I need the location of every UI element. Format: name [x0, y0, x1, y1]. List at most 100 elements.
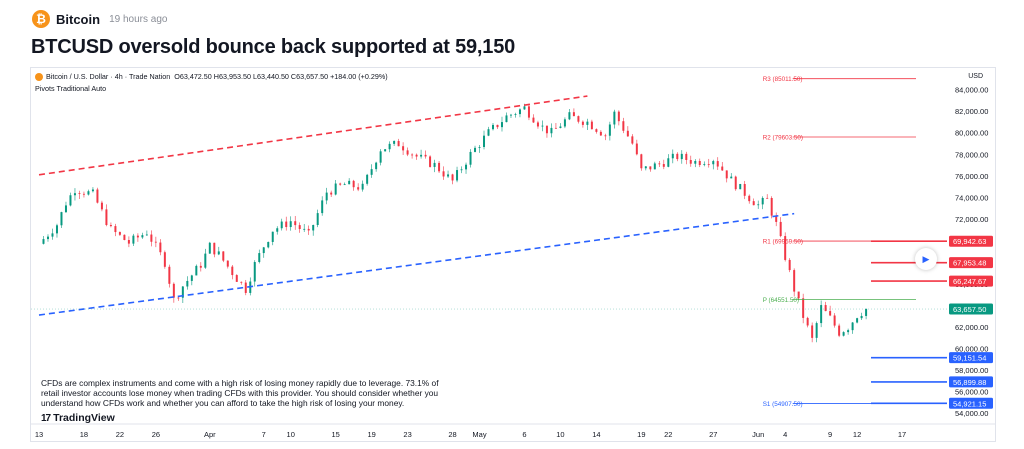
lower-channel-line[interactable] [38, 212, 795, 316]
level-price-tag: 59,151.54 [953, 354, 986, 363]
candle-body [541, 125, 544, 127]
x-tick-label: 9 [828, 430, 832, 439]
x-tick-label: 22 [116, 430, 124, 439]
candle-body [559, 126, 562, 129]
candle-body [105, 209, 108, 225]
candle-body [599, 131, 602, 136]
candle-body [154, 241, 157, 243]
candle-body [177, 297, 180, 299]
candle-body [842, 332, 845, 336]
candle-body [222, 251, 225, 261]
play-button[interactable]: ▶ [915, 248, 937, 270]
candle-body [532, 117, 535, 123]
candle-body [271, 231, 274, 242]
candle-body [352, 180, 355, 188]
candle-body [213, 242, 216, 255]
candle-body [420, 154, 423, 157]
candle-body [671, 153, 674, 159]
candle-body [307, 228, 310, 231]
candle-body [109, 224, 112, 227]
candle-body [761, 197, 764, 205]
candle-body [316, 213, 319, 226]
candle-body [680, 153, 683, 160]
tradingview-mark-icon: 17 [41, 412, 51, 424]
candle-body [60, 212, 63, 226]
candle-body [150, 234, 153, 242]
publish-time: 19 hours ago [109, 13, 168, 25]
candle-body [442, 171, 445, 177]
candle-body [298, 225, 301, 230]
candle-body [312, 225, 315, 231]
candle-body [402, 146, 405, 151]
candle-body [667, 158, 670, 167]
candle-body [127, 240, 130, 244]
candle-body [82, 193, 85, 195]
candle-body [626, 130, 629, 137]
candle-body [694, 160, 697, 164]
indicator-label[interactable]: Pivots Traditional Auto [35, 84, 107, 93]
candle-body [321, 200, 324, 214]
candle-body [613, 111, 616, 125]
candle-body [456, 170, 459, 181]
candle-body [829, 311, 832, 316]
candle-body [73, 193, 76, 196]
y-tick-label: 56,000.00 [955, 388, 988, 397]
pivot-label: R3 (85011.50) [763, 76, 803, 83]
y-tick-label: 72,000.00 [955, 215, 988, 224]
candle-body [375, 162, 378, 170]
candle-body [46, 236, 49, 240]
level-price-tag: 66,247.67 [953, 277, 986, 286]
candle-body [447, 174, 450, 177]
level-price-tag-bg [949, 352, 993, 364]
x-tick-label: 27 [709, 430, 717, 439]
y-tick-label: 82,000.00 [955, 107, 988, 116]
y-tick-label: 74,000.00 [955, 193, 988, 202]
candle-body [595, 129, 598, 132]
y-tick-label: 84,000.00 [955, 86, 988, 95]
candle-body [743, 183, 746, 196]
candle-body [289, 221, 292, 228]
candle-body [280, 221, 283, 229]
tradingview-logo[interactable]: 17 TradingView [41, 412, 115, 424]
candle-body [231, 266, 234, 276]
x-tick-label: 15 [332, 430, 340, 439]
candle-body [523, 106, 526, 110]
candle-body [204, 253, 207, 268]
legend-symbol[interactable]: Bitcoin / U.S. Dollar · 4h · Trade Natio… [46, 72, 171, 81]
candle-body [698, 160, 701, 166]
candlestick-chart[interactable]: 13 18 22 26 Apr 7 10 15 19 23 28 May 6 10 14 19 22 27 Jun 4… [31, 68, 996, 442]
candle-body [123, 234, 126, 241]
candle-body [415, 154, 418, 157]
candle-body [240, 281, 243, 283]
candle-body [474, 147, 477, 152]
level-price-tag-bg [949, 275, 993, 287]
bitcoin-logo-icon: ₿ [32, 10, 50, 28]
x-tick-label: 26 [152, 430, 160, 439]
candle-body [465, 164, 468, 170]
x-tick-label: 10 [287, 430, 295, 439]
candle-body [366, 174, 369, 184]
y-tick-label: 62,000.00 [955, 323, 988, 332]
chart-frame[interactable]: 13 18 22 26 Apr 7 10 15 19 23 28 May 6 10 14 19 22 27 Jun 4… [30, 67, 996, 442]
candle-body [604, 135, 607, 137]
candle-body [384, 149, 387, 152]
x-tick-label: 12 [853, 430, 861, 439]
candle-body [483, 135, 486, 147]
candle-body [217, 251, 220, 255]
cfd-disclaimer: CFDs are complex instruments and come wi… [41, 378, 443, 408]
level-price-tag-bg [949, 397, 993, 409]
level-price-tag-bg [949, 376, 993, 388]
candle-body [136, 235, 139, 238]
x-tick-label: 17 [898, 430, 906, 439]
candle-body [658, 163, 661, 165]
level-price-tag: 54,921.15 [953, 399, 986, 408]
upper-channel-line[interactable] [38, 95, 588, 176]
candle-body [451, 174, 454, 181]
x-tick-label: Jun [752, 430, 764, 439]
candle-body [64, 205, 67, 213]
candle-body [536, 122, 539, 127]
brand-name[interactable]: Bitcoin [56, 11, 101, 27]
x-tick-label: 22 [664, 430, 672, 439]
candle-body [411, 154, 414, 156]
candle-body [262, 247, 265, 254]
